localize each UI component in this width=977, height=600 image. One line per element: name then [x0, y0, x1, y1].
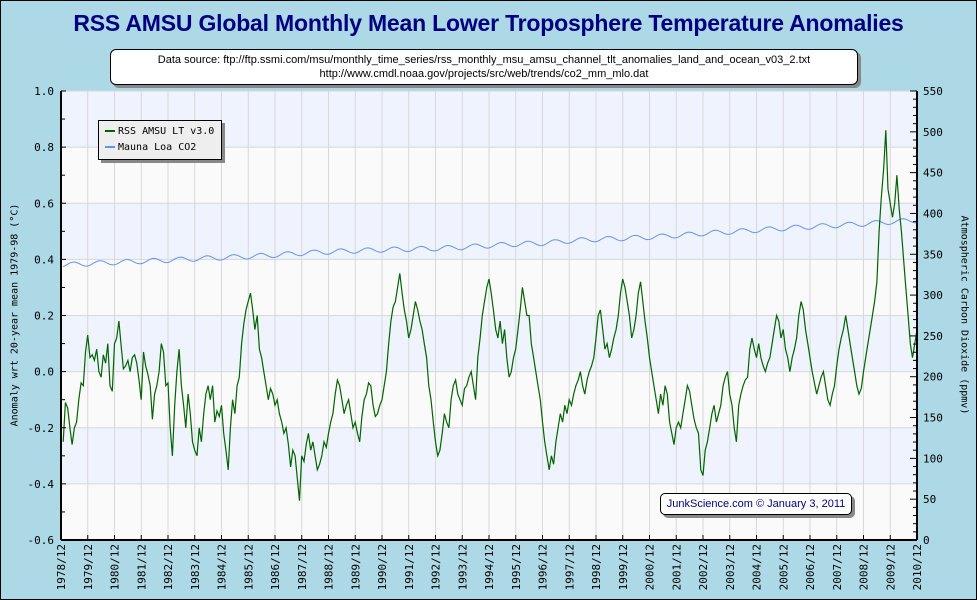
- data-source-line-2: http://www.cmdl.noaa.gov/projects/src/we…: [319, 68, 649, 80]
- y-tick-label-right: 250: [923, 330, 943, 343]
- x-tick-label: 1980/12: [109, 544, 122, 590]
- x-tick-label: 2008/12: [858, 544, 871, 590]
- x-tick-label: 1984/12: [216, 544, 229, 590]
- legend-label-co2: Mauna Loa CO2: [118, 142, 197, 153]
- chart-title: RSS AMSU Global Monthly Mean Lower Tropo…: [73, 10, 904, 36]
- x-tick-label: 2003/12: [724, 544, 737, 590]
- x-tick-label: 1997/12: [563, 544, 576, 590]
- legend-item-co2: Mauna Loa CO2: [105, 141, 196, 155]
- y-tick-label-left: 0.2: [34, 310, 54, 323]
- x-axis-ticks: 1978/12 1979/12 1980/12 1981/12 1982/12 1983/…: [55, 535, 924, 590]
- data-source-line-1: Data source: ftp://ftp.ssmi.com/msu/mont…: [157, 54, 811, 66]
- y-tick-label-right: 150: [923, 412, 943, 425]
- x-tick-label: 1998/12: [590, 544, 603, 590]
- x-tick-label: 1985/12: [242, 544, 255, 590]
- x-tick-label: 1999/12: [617, 544, 630, 590]
- x-tick-label: 1986/12: [269, 544, 282, 590]
- y-tick-label-right: 50: [923, 493, 936, 506]
- x-tick-label: 1987/12: [296, 544, 309, 590]
- y-tick-label-right: 100: [923, 452, 943, 465]
- x-tick-label: 1994/12: [483, 544, 496, 590]
- x-tick-label: 1995/12: [510, 544, 523, 590]
- x-tick-label: 1993/12: [456, 544, 469, 590]
- y-tick-label-left: 0.4: [34, 253, 54, 266]
- y-axis-right-label: Atmospheric Carbon Dioxide (ppmv): [958, 215, 970, 415]
- y-tick-label-left: -0.6: [28, 534, 55, 547]
- x-tick-label: 1982/12: [162, 544, 175, 590]
- y-tick-label-right: 300: [923, 289, 943, 302]
- x-tick-label: 1981/12: [135, 544, 148, 590]
- x-tick-label: 2005/12: [777, 544, 790, 590]
- y-axis-left-label: Anomaly wrt 20-year mean 1979-98 (°C): [9, 203, 21, 427]
- x-tick-label: 2007/12: [831, 544, 844, 590]
- y-tick-label-left: 0.0: [34, 366, 54, 379]
- y-tick-label-right: 0: [923, 534, 930, 547]
- x-tick-label: 2004/12: [751, 544, 764, 590]
- y-tick-label-right: 400: [923, 207, 943, 220]
- x-tick-label: 2002/12: [697, 544, 710, 590]
- x-tick-label: 2010/12: [911, 544, 924, 590]
- series-line-mauna-loa-co2: [62, 218, 918, 268]
- x-tick-label: 2001/12: [670, 544, 683, 590]
- y-axis-left-ticks: 1.0 0.8 0.6 0.4 0.2 0.0 -0.2 -0.4 -0.6: [28, 85, 66, 547]
- y-tick-label-right: 200: [923, 371, 943, 384]
- y-tick-label-right: 550: [923, 85, 943, 98]
- x-tick-label: 1978/12: [55, 544, 68, 590]
- y-tick-label-left: -0.4: [28, 478, 55, 491]
- y-tick-label-right: 500: [923, 126, 943, 139]
- data-source-box: Data source: ftp://ftp.ssmi.com/msu/mont…: [110, 49, 858, 85]
- y-tick-label-left: 0.8: [34, 141, 54, 154]
- y-tick-label-left: 0.6: [34, 197, 54, 210]
- x-tick-label: 2006/12: [804, 544, 817, 590]
- x-tick-label: 1979/12: [82, 544, 95, 590]
- x-tick-label: 2000/12: [644, 544, 657, 590]
- y-tick-label-left: 1.0: [34, 85, 54, 98]
- x-tick-label: 1990/12: [376, 544, 389, 590]
- x-tick-label: 1988/12: [323, 544, 336, 590]
- x-tick-label: 1992/12: [430, 544, 443, 590]
- x-tick-label: 1983/12: [189, 544, 202, 590]
- legend: RSS AMSU LT v3.0 Mauna Loa CO2: [98, 120, 222, 160]
- y-tick-label-left: -0.2: [28, 422, 55, 435]
- x-tick-label: 2009/12: [884, 544, 897, 590]
- credit-box: JunkScience.com © January 3, 2011: [660, 493, 852, 515]
- y-tick-label-right: 450: [923, 167, 943, 180]
- legend-swatch-co2: [105, 146, 115, 148]
- legend-item-rss: RSS AMSU LT v3.0: [105, 125, 214, 139]
- x-tick-label: 1996/12: [537, 544, 550, 590]
- y-tick-label-right: 350: [923, 248, 943, 261]
- legend-label-rss: RSS AMSU LT v3.0: [118, 126, 215, 137]
- x-tick-label: 1991/12: [403, 544, 416, 590]
- x-tick-label: 1989/12: [349, 544, 362, 590]
- legend-swatch-rss: [105, 130, 115, 132]
